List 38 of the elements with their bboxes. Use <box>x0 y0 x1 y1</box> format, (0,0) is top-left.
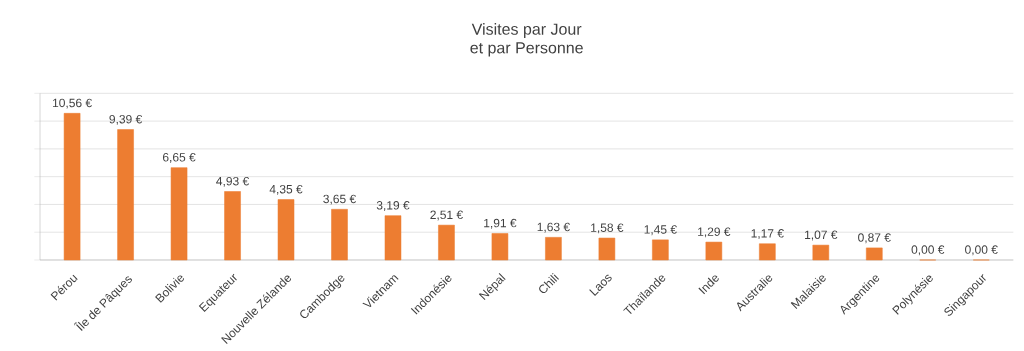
chart-title: Visites par Jour <box>471 23 582 38</box>
chart-subtitle: et par Personne <box>470 42 583 57</box>
data-label: 1,45 € <box>644 225 677 236</box>
bar <box>491 233 509 261</box>
x-tick-label: Chili <box>539 272 559 294</box>
bar <box>224 191 241 261</box>
data-label: 1,58 € <box>591 223 624 234</box>
data-label: 6,65 € <box>162 153 196 163</box>
bar <box>598 237 616 261</box>
data-label: 0,00 € <box>965 245 998 256</box>
bar <box>705 241 723 261</box>
data-label: 1,07 € <box>805 230 838 241</box>
data-label: 1,29 € <box>698 227 731 238</box>
data-label: 4,93 € <box>216 176 250 187</box>
x-tick-label: Inde <box>698 275 719 295</box>
bar <box>866 247 883 261</box>
data-label: 0,00 € <box>911 245 945 256</box>
data-label: 3,19 € <box>376 201 410 211</box>
data-label: 9,39 € <box>109 114 143 125</box>
bar <box>545 237 562 261</box>
data-label: 1,63 € <box>537 222 570 233</box>
bar <box>117 129 134 261</box>
bar <box>438 224 455 261</box>
bar <box>170 167 188 261</box>
data-label: 1,17 € <box>751 229 784 240</box>
bar <box>759 243 776 261</box>
bar <box>277 199 295 261</box>
data-label: 3,65 € <box>323 194 356 205</box>
data-label: 4,35 € <box>269 184 303 195</box>
bar <box>331 209 348 261</box>
bar <box>812 244 830 261</box>
bar <box>652 239 669 261</box>
data-label: 10,56 € <box>53 98 92 109</box>
data-label: 1,91 € <box>484 218 517 229</box>
bar <box>63 113 81 261</box>
bar <box>384 215 402 261</box>
data-label: 0,87 € <box>858 233 891 244</box>
data-label: 2,51 € <box>430 210 463 221</box>
